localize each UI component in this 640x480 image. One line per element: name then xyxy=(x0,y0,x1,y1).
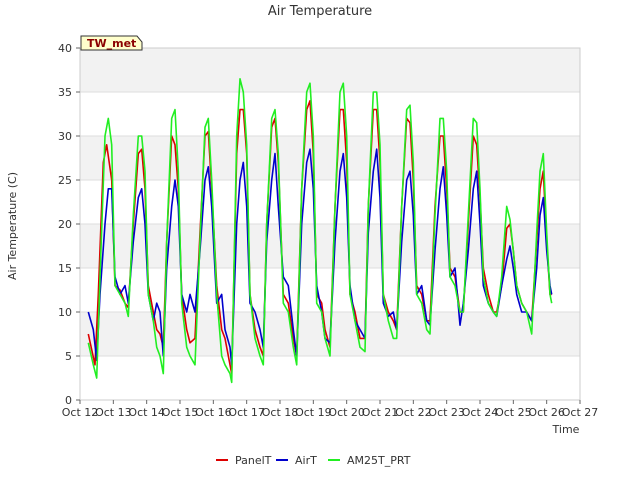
x-tick-label: Oct 13 xyxy=(95,406,132,419)
y-tick-label: 25 xyxy=(58,174,72,187)
site-badge-box xyxy=(80,35,143,51)
y-tick-label: 5 xyxy=(65,350,72,363)
x-tick-label: Oct 20 xyxy=(328,406,365,419)
background-band xyxy=(80,268,580,312)
background-band xyxy=(80,48,580,92)
background-band xyxy=(80,356,580,400)
chart-title: Air Temperature xyxy=(268,4,372,19)
site-badge-label: TW_met xyxy=(87,37,136,50)
background-band xyxy=(80,224,580,268)
x-tick-label: Oct 18 xyxy=(262,406,299,419)
x-tick-label: Oct 15 xyxy=(162,406,199,419)
x-axis-label: Time xyxy=(552,423,580,436)
plot-background-bands xyxy=(80,48,580,400)
legend-label: AirT xyxy=(295,454,317,467)
y-tick-label: 35 xyxy=(58,86,72,99)
x-tick-label: Oct 26 xyxy=(528,406,565,419)
x-tick-label: Oct 17 xyxy=(228,406,265,419)
series-lines xyxy=(87,78,553,384)
legend: PanelT AirT AM25T_PRT xyxy=(216,454,411,467)
x-tick-label: Oct 22 xyxy=(395,406,432,419)
y-tick-label: 30 xyxy=(58,130,72,143)
x-tick-label: Oct 24 xyxy=(462,406,499,419)
legend-label: PanelT xyxy=(235,454,272,467)
x-tick-label: Oct 21 xyxy=(362,406,399,419)
x-tick-label: Oct 25 xyxy=(495,406,532,419)
x-tick-label: Oct 23 xyxy=(428,406,465,419)
background-band xyxy=(80,180,580,224)
x-tick-label: Oct 27 xyxy=(562,406,599,419)
site-badge: TW_met xyxy=(80,35,143,51)
x-tick-label: Oct 14 xyxy=(128,406,165,419)
y-axis-ticks: 0 5 10 15 20 25 30 35 40 xyxy=(58,42,80,407)
y-tick-label: 0 xyxy=(65,394,72,407)
x-tick-label: Oct 19 xyxy=(295,406,332,419)
series-line-am25t-prt xyxy=(87,78,553,384)
y-tick-label: 10 xyxy=(58,306,72,319)
x-tick-label: Oct 12 xyxy=(62,406,99,419)
background-band xyxy=(80,92,580,136)
legend-label: AM25T_PRT xyxy=(347,454,411,467)
y-tick-label: 20 xyxy=(58,218,72,231)
background-band xyxy=(80,136,580,180)
y-axis-label: Air Temperature (C) xyxy=(6,172,19,280)
y-tick-label: 40 xyxy=(58,42,72,55)
x-tick-label: Oct 16 xyxy=(195,406,232,419)
y-tick-label: 15 xyxy=(58,262,72,275)
